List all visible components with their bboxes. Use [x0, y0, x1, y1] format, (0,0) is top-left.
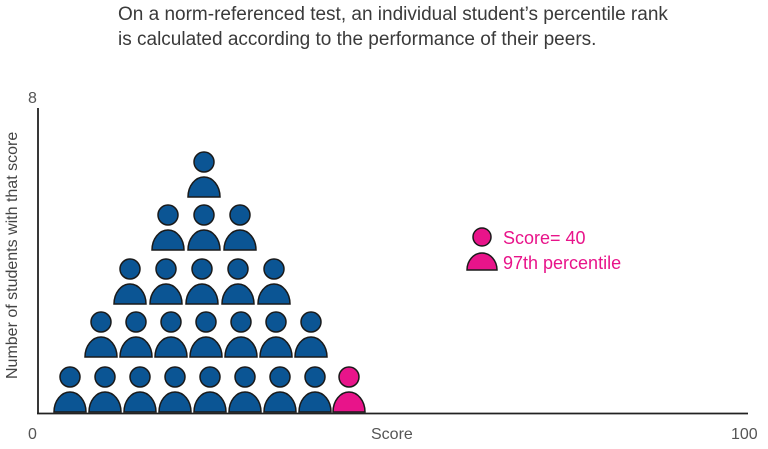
title-line-1: On a norm-referenced test, an individual…	[118, 4, 668, 25]
person-icon	[263, 366, 297, 413]
x-axis-max-tick: 100	[731, 426, 758, 443]
person-icon	[185, 258, 219, 305]
person-icon	[113, 258, 147, 305]
person-icon	[257, 258, 291, 305]
person-icon	[294, 311, 328, 358]
row-5-students	[187, 151, 221, 198]
person-icon	[223, 204, 257, 251]
legend-percentile: 97th percentile	[503, 253, 622, 273]
y-axis-max-tick: 8	[28, 90, 37, 107]
person-icon	[53, 366, 87, 413]
legend-score: Score= 40	[503, 228, 586, 248]
x-axis-label: Score	[371, 426, 413, 443]
title-line-2: is calculated according to the performan…	[118, 29, 597, 50]
row-2-students	[84, 311, 328, 358]
person-icon	[88, 366, 122, 413]
row-3-students	[113, 258, 291, 305]
person-icon	[298, 366, 332, 413]
highlighted-person-icon	[332, 366, 366, 413]
person-icon	[84, 311, 118, 358]
person-icon	[228, 366, 262, 413]
person-icon	[221, 258, 255, 305]
person-icon	[189, 311, 223, 358]
x-axis-min-tick: 0	[28, 426, 37, 443]
person-icon	[154, 311, 188, 358]
legend-person-icon	[466, 227, 498, 271]
person-icon	[187, 151, 221, 198]
person-icon	[187, 204, 221, 251]
person-icon	[193, 366, 227, 413]
person-icon	[259, 311, 293, 358]
person-icon	[149, 258, 183, 305]
person-icon	[151, 204, 185, 251]
row-1-students	[53, 366, 366, 413]
person-icon	[119, 311, 153, 358]
person-icon	[158, 366, 192, 413]
person-icon	[224, 311, 258, 358]
chart-title: On a norm-referenced test, an individual…	[118, 2, 738, 52]
row-4-students	[151, 204, 257, 251]
person-icon	[123, 366, 157, 413]
